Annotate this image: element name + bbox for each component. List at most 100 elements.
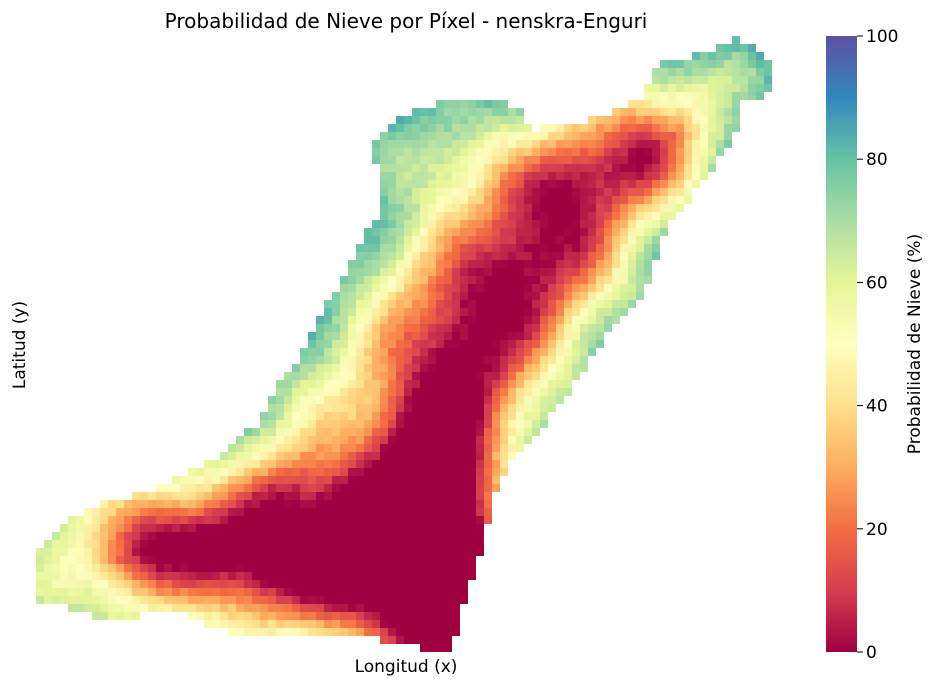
heatmap-cell bbox=[652, 252, 660, 260]
heatmap-cell bbox=[588, 340, 596, 348]
heatmap-cell bbox=[596, 180, 604, 188]
heatmap-cell bbox=[372, 300, 380, 308]
heatmap-cell bbox=[348, 372, 356, 380]
heatmap-cell bbox=[396, 396, 404, 404]
heatmap-cell bbox=[508, 180, 516, 188]
heatmap-cell bbox=[708, 132, 716, 140]
heatmap-cell bbox=[532, 212, 540, 220]
heatmap-cell bbox=[188, 516, 196, 524]
heatmap-cell bbox=[468, 500, 476, 508]
heatmap-cell bbox=[380, 612, 388, 620]
heatmap-cell bbox=[436, 220, 444, 228]
heatmap-cell bbox=[588, 124, 596, 132]
heatmap-cell bbox=[508, 364, 516, 372]
heatmap-cell bbox=[636, 172, 644, 180]
heatmap-cell bbox=[580, 356, 588, 364]
heatmap-cell bbox=[516, 148, 524, 156]
heatmap-cell bbox=[196, 548, 204, 556]
heatmap-cell bbox=[292, 572, 300, 580]
heatmap-cell bbox=[732, 68, 740, 76]
heatmap-cell bbox=[396, 252, 404, 260]
heatmap-cell bbox=[268, 516, 276, 524]
heatmap-cell bbox=[716, 148, 724, 156]
heatmap-cell bbox=[396, 428, 404, 436]
heatmap-cell bbox=[364, 508, 372, 516]
heatmap-cell bbox=[372, 620, 380, 628]
heatmap-cell bbox=[220, 500, 228, 508]
heatmap-cell bbox=[340, 532, 348, 540]
heatmap-cell bbox=[660, 60, 668, 68]
heatmap-cell bbox=[452, 404, 460, 412]
heatmap-cell bbox=[644, 220, 652, 228]
heatmap-cell bbox=[156, 508, 164, 516]
colorbar-tick-label: 80 bbox=[866, 150, 888, 170]
heatmap-cell bbox=[308, 420, 316, 428]
heatmap-cell bbox=[116, 580, 124, 588]
heatmap-cell bbox=[460, 324, 468, 332]
heatmap-cell bbox=[268, 460, 276, 468]
heatmap-cell bbox=[364, 500, 372, 508]
heatmap-cell bbox=[292, 548, 300, 556]
heatmap-cell bbox=[524, 172, 532, 180]
heatmap-cell bbox=[548, 308, 556, 316]
heatmap-cell bbox=[636, 276, 644, 284]
heatmap-cell bbox=[708, 68, 716, 76]
heatmap-cell bbox=[124, 508, 132, 516]
heatmap-cell bbox=[572, 180, 580, 188]
heatmap-cell bbox=[428, 204, 436, 212]
heatmap-cell bbox=[764, 60, 772, 68]
heatmap-cell bbox=[412, 148, 420, 156]
heatmap-cell bbox=[372, 292, 380, 300]
heatmap-cell bbox=[516, 252, 524, 260]
heatmap-cell bbox=[356, 252, 364, 260]
heatmap-cell bbox=[412, 396, 420, 404]
heatmap-cell bbox=[252, 572, 260, 580]
heatmap-cell bbox=[516, 420, 524, 428]
heatmap-cell bbox=[436, 180, 444, 188]
heatmap-cell bbox=[524, 156, 532, 164]
heatmap-cell bbox=[364, 372, 372, 380]
heatmap-cell bbox=[572, 236, 580, 244]
heatmap-cell bbox=[452, 268, 460, 276]
heatmap-cell bbox=[76, 580, 84, 588]
heatmap-cell bbox=[492, 460, 500, 468]
heatmap-cell bbox=[452, 420, 460, 428]
heatmap-cell bbox=[636, 252, 644, 260]
heatmap-cell bbox=[380, 244, 388, 252]
heatmap-cell bbox=[84, 540, 92, 548]
heatmap-cell bbox=[676, 156, 684, 164]
heatmap-cell bbox=[268, 476, 276, 484]
heatmap-cell bbox=[508, 420, 516, 428]
heatmap-cell bbox=[556, 212, 564, 220]
heatmap-cell bbox=[316, 412, 324, 420]
heatmap-cell bbox=[404, 420, 412, 428]
heatmap-cell bbox=[220, 508, 228, 516]
heatmap-cell bbox=[188, 548, 196, 556]
heatmap-cell bbox=[436, 412, 444, 420]
heatmap-cell bbox=[660, 84, 668, 92]
heatmap-cell bbox=[364, 484, 372, 492]
heatmap-cell bbox=[428, 556, 436, 564]
heatmap-cell bbox=[460, 236, 468, 244]
heatmap-cell bbox=[348, 452, 356, 460]
heatmap-cell bbox=[428, 596, 436, 604]
heatmap-cell bbox=[388, 556, 396, 564]
heatmap-cell bbox=[364, 356, 372, 364]
heatmap-cell bbox=[236, 556, 244, 564]
heatmap-cell bbox=[516, 260, 524, 268]
heatmap-cell bbox=[356, 524, 364, 532]
heatmap-cell bbox=[412, 580, 420, 588]
heatmap-cell bbox=[204, 524, 212, 532]
heatmap-cell bbox=[516, 436, 524, 444]
heatmap-cell bbox=[404, 332, 412, 340]
heatmap-cell bbox=[52, 596, 60, 604]
heatmap-cell bbox=[140, 596, 148, 604]
heatmap-cell bbox=[460, 444, 468, 452]
heatmap-cell bbox=[476, 500, 484, 508]
heatmap-cell bbox=[428, 372, 436, 380]
heatmap-cell bbox=[540, 284, 548, 292]
heatmap-cell bbox=[612, 132, 620, 140]
heatmap-cell bbox=[164, 548, 172, 556]
heatmap-cell bbox=[484, 388, 492, 396]
colorbar-tick-label: 40 bbox=[866, 397, 888, 417]
